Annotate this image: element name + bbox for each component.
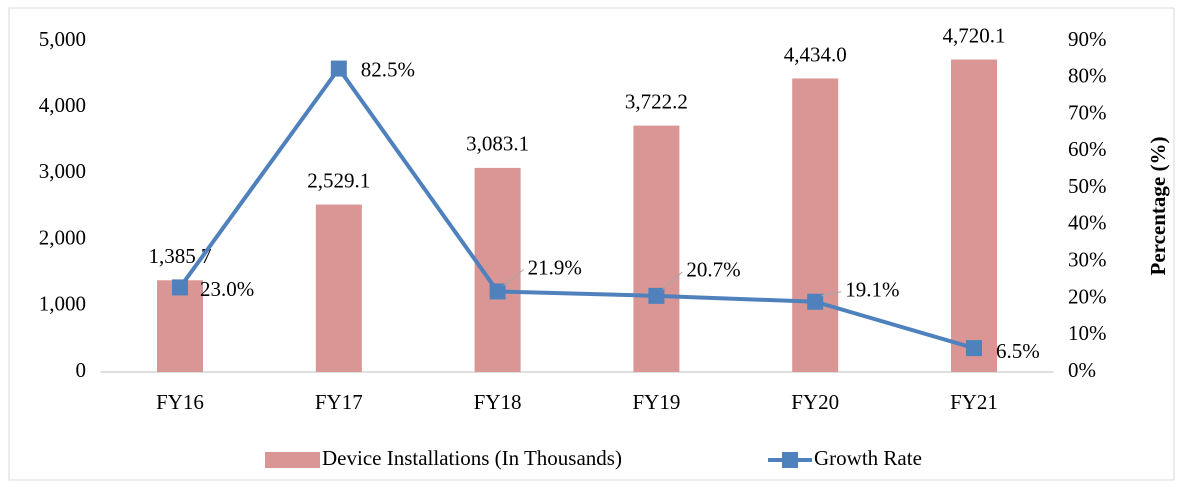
line-marker	[489, 283, 506, 300]
line-value-label: 21.9%	[528, 255, 582, 279]
bar	[315, 204, 362, 372]
y-tick-label: 5,000	[39, 27, 86, 51]
y-tick-label: 3,000	[39, 159, 86, 183]
y-tick-label: 4,000	[39, 93, 86, 117]
line-value-label: 6.5%	[996, 339, 1040, 363]
leader-line	[662, 271, 683, 291]
y2-tick-label: 80%	[1068, 64, 1107, 88]
y2-tick-label: 50%	[1068, 174, 1107, 198]
x-tick-label: FY21	[950, 390, 998, 414]
y2-tick-label: 20%	[1068, 284, 1107, 308]
bar-value-label: 4,434.0	[784, 42, 847, 66]
x-tick-label: FY19	[632, 390, 680, 414]
legend-label: Growth Rate	[814, 446, 922, 470]
chart-border	[8, 7, 1175, 481]
line-value-label: 23.0%	[200, 277, 254, 301]
bar	[951, 59, 997, 372]
x-tick-label: FY20	[791, 390, 839, 414]
bar	[633, 125, 680, 372]
line-marker	[648, 287, 665, 304]
bar	[157, 280, 203, 372]
y-tick-label: 1,000	[39, 292, 86, 316]
y-tick-label: 0	[76, 358, 87, 382]
legend-label: Device Installations (In Thousands)	[322, 446, 622, 470]
bar-value-label: 3,083.1	[466, 132, 529, 156]
y2-tick-label: 0%	[1068, 358, 1096, 382]
leader-line	[503, 269, 524, 286]
line-marker	[807, 293, 824, 310]
legend-swatch	[265, 452, 320, 468]
line-value-label: 20.7%	[686, 258, 740, 282]
line-marker	[330, 60, 347, 77]
x-tick-label: FY16	[156, 390, 204, 414]
line-marker	[172, 279, 188, 296]
y2-tick-label: 90%	[1068, 27, 1107, 51]
growth-line	[178, 66, 975, 351]
line-value-label: 19.1%	[845, 278, 899, 302]
legend-marker	[782, 452, 798, 468]
leader-line	[821, 291, 842, 297]
line-value-label: 82.5%	[361, 57, 415, 81]
bar-value-label: 3,722.2	[625, 89, 688, 113]
y2-axis-label: Percentage (%)	[1146, 137, 1170, 276]
y2-tick-label: 10%	[1068, 321, 1107, 345]
y2-tick-label: 40%	[1068, 211, 1107, 235]
y-tick-label: 2,000	[39, 225, 86, 249]
line-marker	[966, 340, 982, 357]
bar-value-label: 4,720.1	[943, 23, 1006, 47]
bar-value-label: 2,529.1	[307, 168, 370, 192]
y2-tick-label: 70%	[1068, 100, 1107, 124]
x-tick-label: FY18	[474, 390, 522, 414]
bar	[792, 78, 839, 372]
y2-tick-label: 60%	[1068, 137, 1107, 161]
y2-tick-label: 30%	[1068, 247, 1107, 271]
x-tick-label: FY17	[315, 390, 363, 414]
